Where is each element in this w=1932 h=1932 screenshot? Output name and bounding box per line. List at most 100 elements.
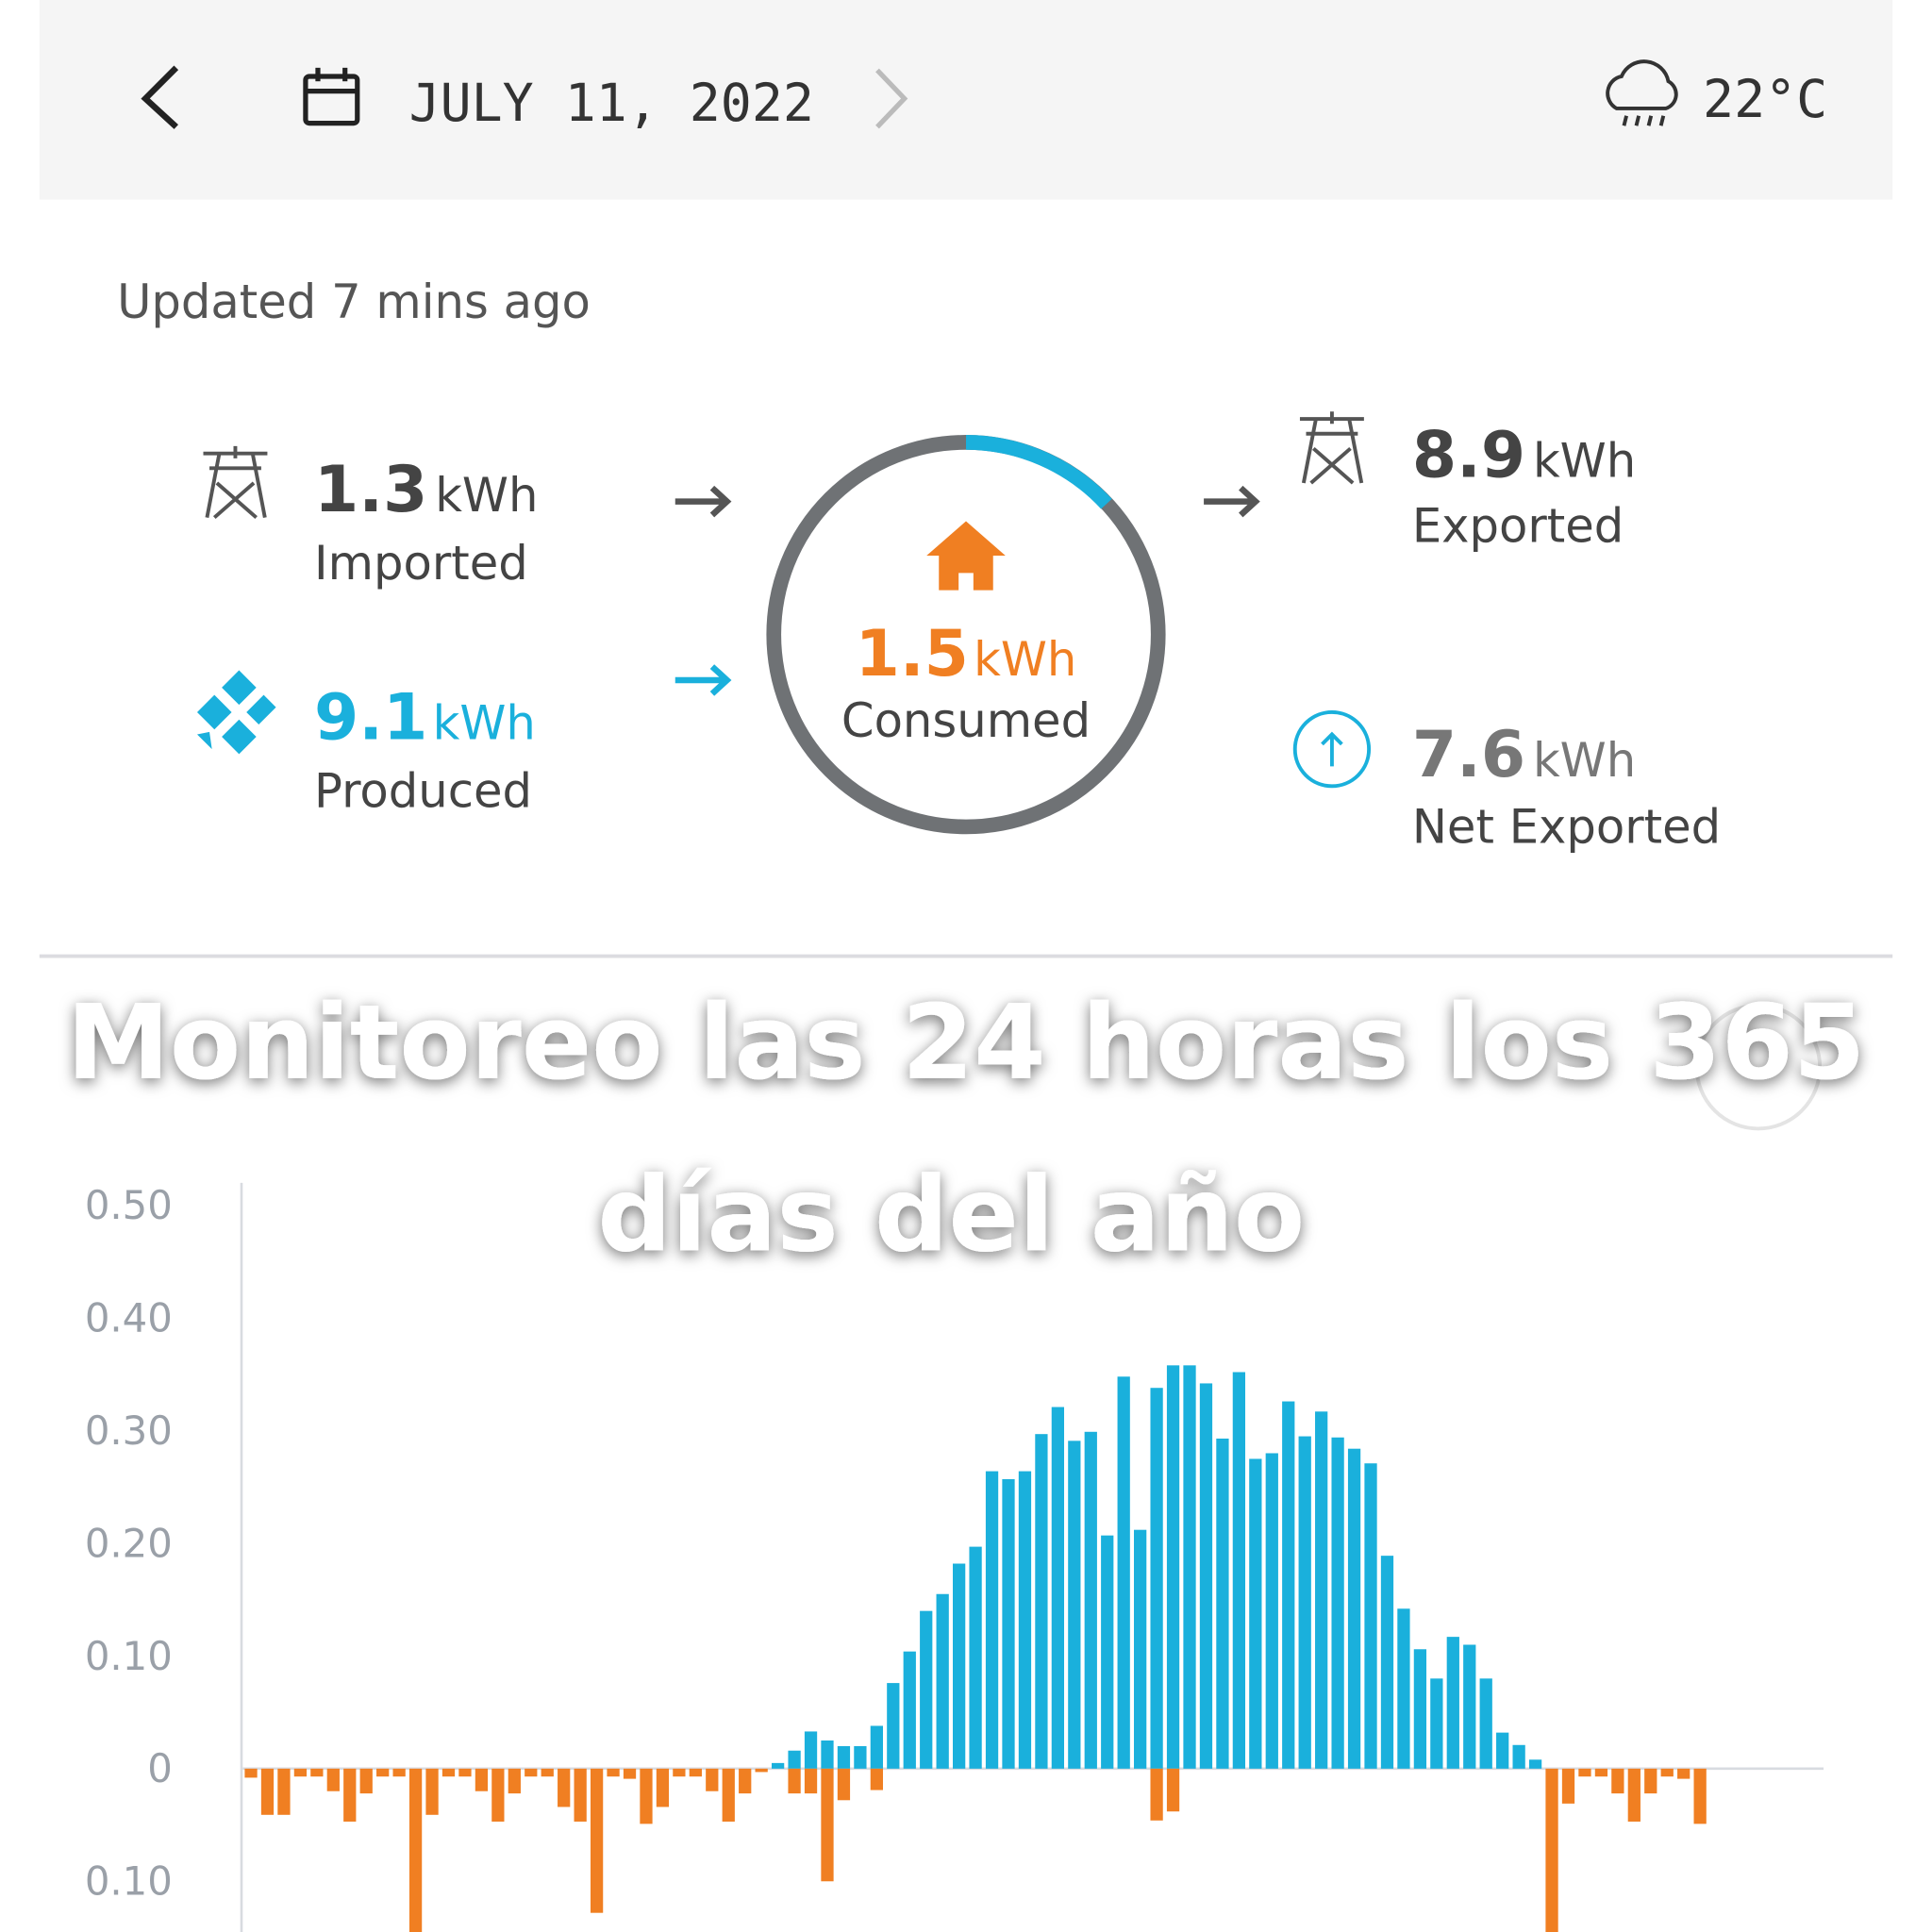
bar [985,1471,999,1769]
bar [491,1768,505,1822]
bar [903,1651,916,1769]
bar [1496,1732,1509,1769]
bar [771,1762,785,1769]
bar [1166,1768,1180,1812]
bar [623,1768,637,1779]
bar [343,1768,357,1822]
refresh-button[interactable] [1694,1003,1823,1131]
grid-icon [203,445,268,520]
grid-icon [1299,411,1364,485]
net-exported-label: Net Exported [1412,799,1721,854]
bar [788,1768,801,1794]
bar [475,1768,489,1791]
y-tick-label: 0.10 [85,1633,173,1679]
consumed-label: Consumed [841,693,1091,748]
bar [1644,1768,1657,1794]
bar [1545,1768,1558,1932]
exported-value: 8.9 kWh [1412,418,1636,492]
bar [508,1768,521,1794]
bar [1430,1678,1443,1769]
bar [1413,1649,1427,1769]
bar [1611,1768,1624,1794]
bar [1627,1768,1641,1822]
bar [739,1768,752,1794]
exported-label: Exported [1412,499,1624,554]
bar [425,1768,439,1815]
bar [1002,1478,1015,1769]
bar [1512,1744,1525,1769]
bar [1298,1436,1311,1769]
ring-segment [965,435,1112,509]
bar [1479,1678,1492,1769]
bar [244,1768,258,1778]
bar [1463,1644,1476,1769]
bar [640,1768,653,1824]
bar [1660,1768,1674,1777]
bar [1561,1768,1575,1804]
bar [1101,1535,1114,1769]
date: JULY 11, 2022 [409,73,814,133]
y-tick-label: 0.20 [85,1520,173,1566]
bar [804,1731,818,1769]
bar [1331,1437,1344,1769]
produced-value: 9.1 kWh [314,681,536,756]
bar [1364,1463,1377,1769]
overlay-line: días del año [597,1155,1305,1275]
bar [821,1768,834,1882]
y-tick-label: 0.10 [85,1858,173,1905]
bar [1282,1401,1295,1769]
bar [1347,1448,1361,1769]
updated-text: Updated 7 mins ago [117,275,591,329]
net-export-icon [1292,709,1372,789]
consumed-value: 1.5 kWh [856,617,1077,691]
bar [1150,1768,1163,1821]
bar [1265,1453,1278,1769]
bar [408,1768,423,1932]
bar [558,1768,571,1807]
bar [1117,1376,1130,1769]
bar [1677,1768,1690,1779]
bar [1528,1759,1542,1769]
bar [376,1768,390,1777]
bar [590,1768,604,1913]
bar [359,1768,373,1794]
bar [1594,1768,1608,1777]
y-tick-label: 0.30 [85,1407,173,1454]
bar [1578,1768,1591,1777]
bar [887,1683,900,1769]
solar-icon [196,670,276,755]
y-tick-label: 0 [147,1745,173,1791]
bar [854,1745,867,1769]
bar [1216,1438,1229,1769]
bar [260,1768,275,1815]
bar [1315,1411,1328,1769]
bar [1084,1431,1097,1769]
overlay: Monitoreo las 24 horas los 365 días del … [67,982,1866,1275]
bar [870,1725,883,1769]
bar [326,1768,340,1791]
bar [969,1546,982,1769]
bar [458,1768,472,1777]
bar [1051,1407,1065,1769]
temperature: 22°C [1703,69,1827,129]
chart: 0.50 0.40 0.30 0.20 0.10 0 0.10 [85,1182,1824,1932]
house-icon [926,521,1006,591]
bar [722,1768,735,1822]
bar [755,1768,768,1773]
bar [821,1740,834,1769]
bar [837,1745,851,1769]
bar [673,1768,686,1777]
bar [656,1768,670,1807]
bar [1380,1556,1394,1769]
bar [1249,1458,1262,1769]
bar [1018,1471,1032,1769]
flow-arrows [675,485,1260,696]
bar [1199,1383,1213,1769]
next-button[interactable] [875,68,908,129]
bar [1068,1441,1081,1769]
bar [310,1768,324,1777]
bar [1446,1637,1459,1769]
back-button[interactable] [141,65,179,129]
header-bar [39,0,1893,200]
